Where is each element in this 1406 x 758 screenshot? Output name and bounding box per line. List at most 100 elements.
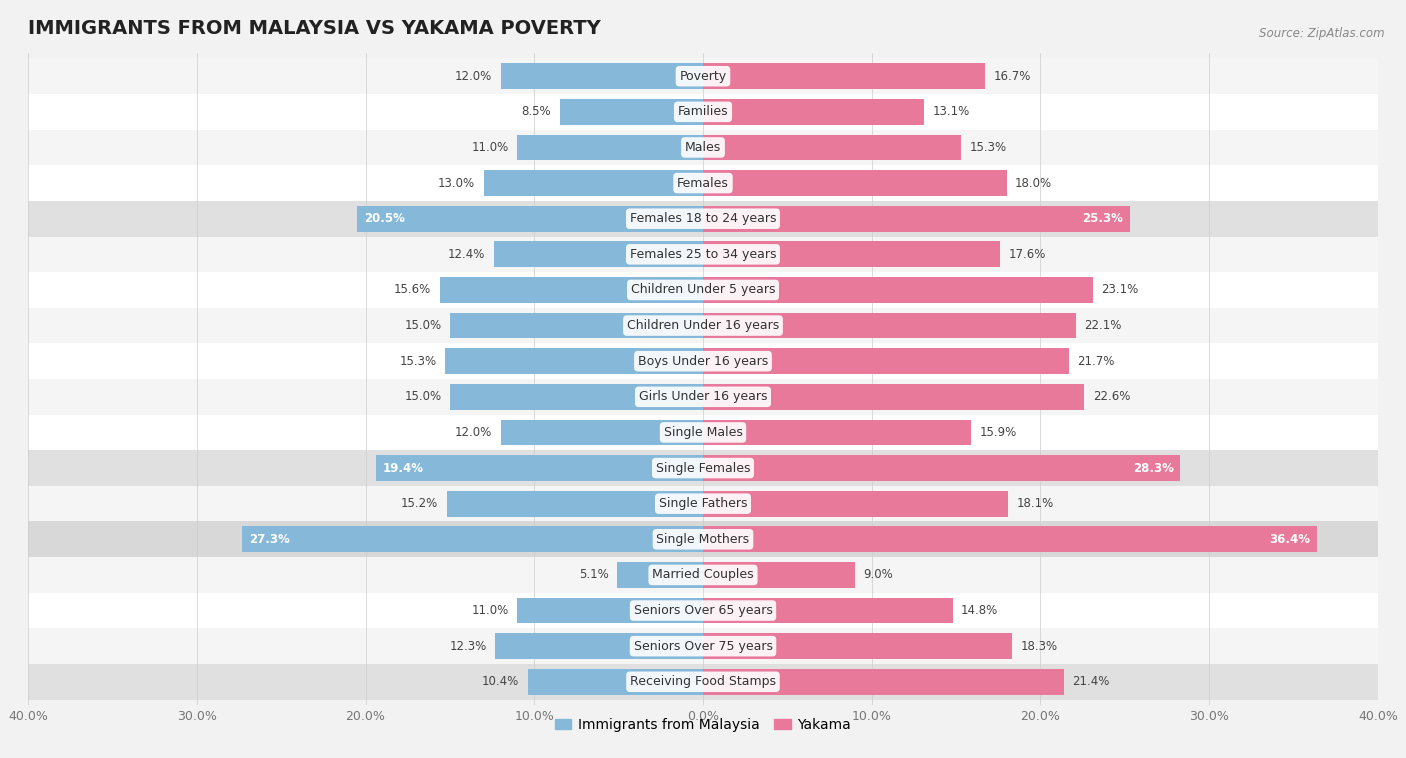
Text: 8.5%: 8.5%	[522, 105, 551, 118]
Bar	[375, 456, 703, 481]
Bar	[703, 669, 1064, 694]
Text: 11.0%: 11.0%	[472, 141, 509, 154]
Text: 27.3%: 27.3%	[249, 533, 290, 546]
Bar	[28, 308, 1378, 343]
Bar	[28, 201, 1378, 236]
Text: Boys Under 16 years: Boys Under 16 years	[638, 355, 768, 368]
Text: Single Males: Single Males	[664, 426, 742, 439]
Text: 28.3%: 28.3%	[1133, 462, 1174, 475]
Bar	[703, 135, 962, 160]
Text: 21.4%: 21.4%	[1073, 675, 1109, 688]
Text: 20.5%: 20.5%	[364, 212, 405, 225]
Text: 15.0%: 15.0%	[405, 319, 441, 332]
Bar	[28, 664, 1378, 700]
Text: Children Under 16 years: Children Under 16 years	[627, 319, 779, 332]
Text: 23.1%: 23.1%	[1101, 283, 1139, 296]
Bar	[703, 99, 924, 124]
Text: 10.4%: 10.4%	[482, 675, 519, 688]
Bar	[28, 130, 1378, 165]
Text: 25.3%: 25.3%	[1083, 212, 1123, 225]
Bar	[703, 242, 1000, 267]
Bar	[703, 349, 1069, 374]
Bar	[242, 527, 703, 552]
Text: 22.1%: 22.1%	[1084, 319, 1122, 332]
Bar	[450, 384, 703, 409]
Text: 15.2%: 15.2%	[401, 497, 439, 510]
Bar	[28, 486, 1378, 522]
Text: IMMIGRANTS FROM MALAYSIA VS YAKAMA POVERTY: IMMIGRANTS FROM MALAYSIA VS YAKAMA POVER…	[28, 19, 600, 38]
Bar	[28, 557, 1378, 593]
Bar	[447, 491, 703, 516]
Text: 13.0%: 13.0%	[439, 177, 475, 190]
Text: Females 25 to 34 years: Females 25 to 34 years	[630, 248, 776, 261]
Text: 5.1%: 5.1%	[579, 568, 609, 581]
Bar	[703, 491, 1008, 516]
Bar	[28, 450, 1378, 486]
Bar	[440, 277, 703, 302]
Text: 12.0%: 12.0%	[456, 70, 492, 83]
Text: Source: ZipAtlas.com: Source: ZipAtlas.com	[1260, 27, 1385, 39]
Bar	[703, 313, 1076, 338]
Bar	[703, 420, 972, 445]
Bar	[703, 562, 855, 587]
Bar	[494, 242, 703, 267]
Text: 18.0%: 18.0%	[1015, 177, 1052, 190]
Bar	[495, 634, 703, 659]
Bar	[703, 598, 953, 623]
Bar	[501, 420, 703, 445]
Bar	[703, 384, 1084, 409]
Text: Girls Under 16 years: Girls Under 16 years	[638, 390, 768, 403]
Bar	[28, 379, 1378, 415]
Text: Females: Females	[678, 177, 728, 190]
Bar	[28, 343, 1378, 379]
Legend: Immigrants from Malaysia, Yakama: Immigrants from Malaysia, Yakama	[550, 712, 856, 737]
Bar	[560, 99, 703, 124]
Bar	[28, 415, 1378, 450]
Bar	[501, 64, 703, 89]
Text: Children Under 5 years: Children Under 5 years	[631, 283, 775, 296]
Bar	[28, 236, 1378, 272]
Text: Married Couples: Married Couples	[652, 568, 754, 581]
Bar	[703, 64, 984, 89]
Text: 18.1%: 18.1%	[1017, 497, 1054, 510]
Bar	[28, 272, 1378, 308]
Text: 15.3%: 15.3%	[970, 141, 1007, 154]
Text: Single Mothers: Single Mothers	[657, 533, 749, 546]
Bar	[703, 527, 1317, 552]
Text: 15.3%: 15.3%	[399, 355, 436, 368]
Text: Receiving Food Stamps: Receiving Food Stamps	[630, 675, 776, 688]
Bar	[484, 171, 703, 196]
Text: 12.0%: 12.0%	[456, 426, 492, 439]
Bar	[444, 349, 703, 374]
Bar	[517, 598, 703, 623]
Text: Families: Families	[678, 105, 728, 118]
Bar	[28, 522, 1378, 557]
Bar	[703, 171, 1007, 196]
Text: 17.6%: 17.6%	[1008, 248, 1046, 261]
Text: 12.4%: 12.4%	[449, 248, 485, 261]
Bar	[28, 58, 1378, 94]
Text: Seniors Over 75 years: Seniors Over 75 years	[634, 640, 772, 653]
Text: 15.6%: 15.6%	[394, 283, 432, 296]
Text: 13.1%: 13.1%	[932, 105, 970, 118]
Bar	[28, 628, 1378, 664]
Text: 14.8%: 14.8%	[962, 604, 998, 617]
Text: 15.0%: 15.0%	[405, 390, 441, 403]
Bar	[450, 313, 703, 338]
Bar	[703, 456, 1181, 481]
Text: 21.7%: 21.7%	[1077, 355, 1115, 368]
Bar	[703, 634, 1012, 659]
Text: 16.7%: 16.7%	[993, 70, 1031, 83]
Bar	[517, 135, 703, 160]
Text: 11.0%: 11.0%	[472, 604, 509, 617]
Text: Seniors Over 65 years: Seniors Over 65 years	[634, 604, 772, 617]
Bar	[28, 593, 1378, 628]
Bar	[703, 277, 1092, 302]
Text: Poverty: Poverty	[679, 70, 727, 83]
Text: 19.4%: 19.4%	[382, 462, 423, 475]
Text: 22.6%: 22.6%	[1092, 390, 1130, 403]
Bar	[703, 206, 1130, 231]
Bar	[527, 669, 703, 694]
Text: 9.0%: 9.0%	[863, 568, 893, 581]
Text: 18.3%: 18.3%	[1021, 640, 1057, 653]
